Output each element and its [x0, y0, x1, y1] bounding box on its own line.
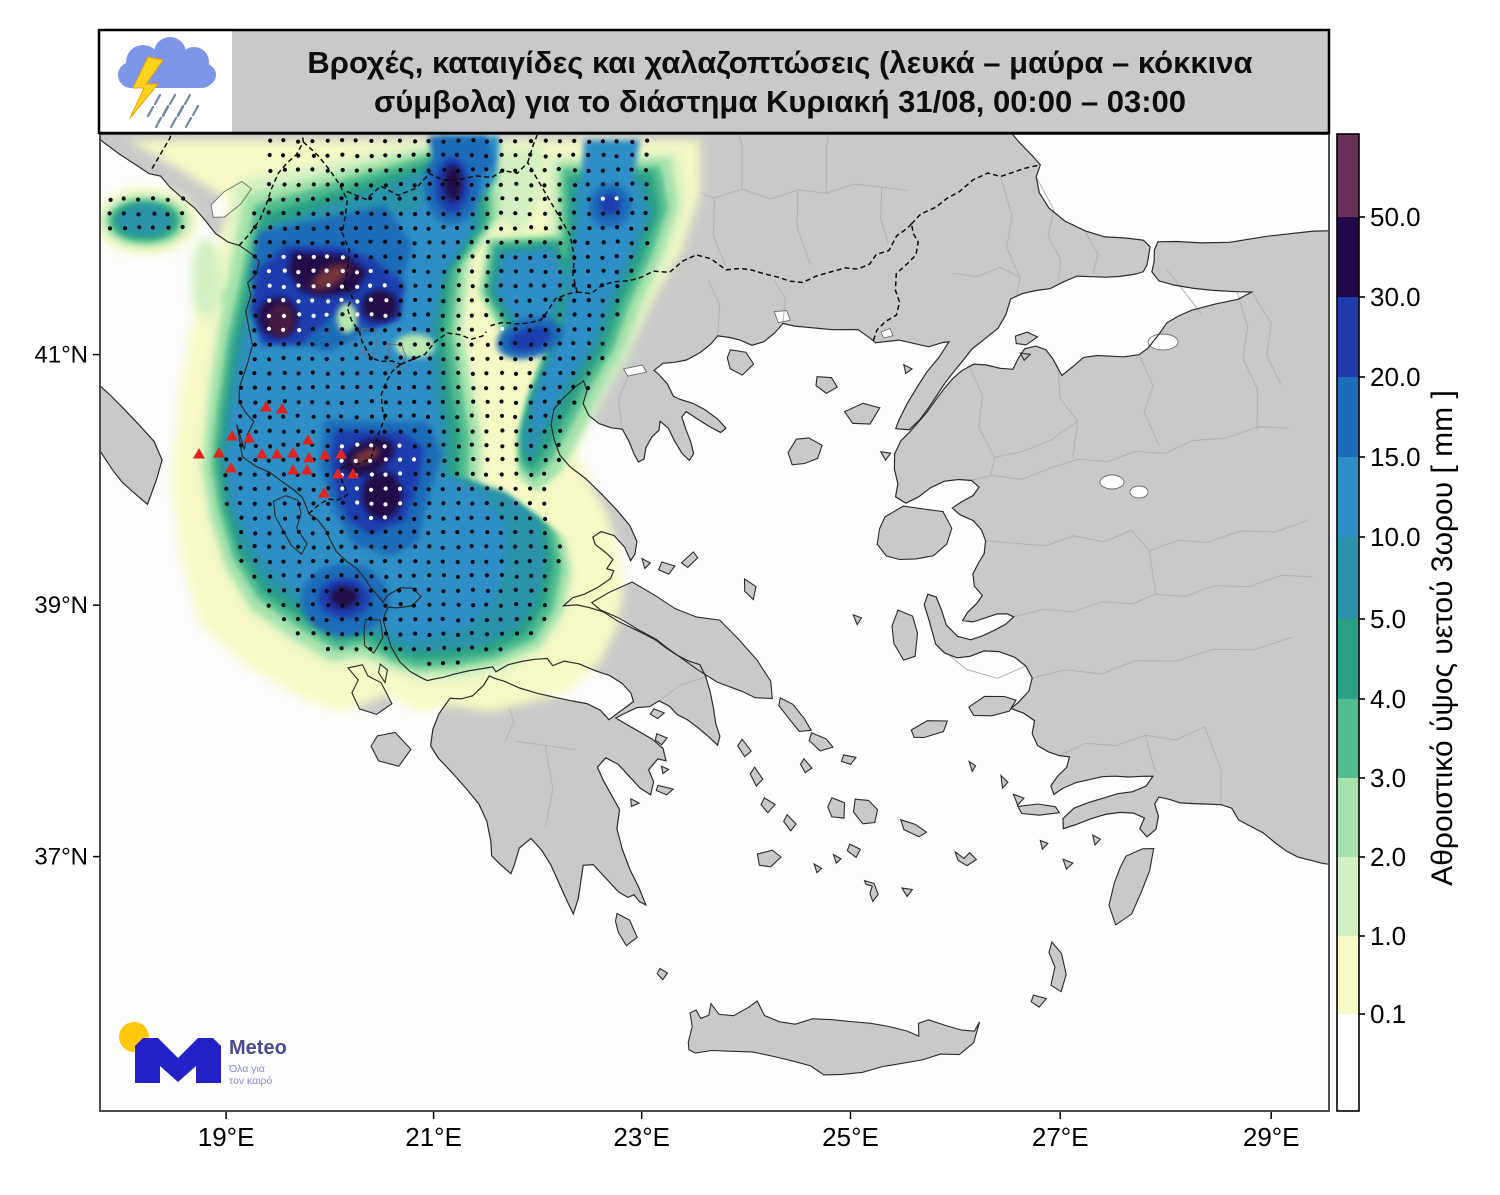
svg-text:Βροχές, καταιγίδες και χαλαζοπ: Βροχές, καταιγίδες και χαλαζοπτώσεις (λε…	[307, 45, 1252, 80]
svg-text:41°N: 41°N	[34, 342, 88, 369]
svg-text:1.0: 1.0	[1370, 921, 1406, 951]
svg-text:10.0: 10.0	[1370, 522, 1421, 552]
svg-text:4.0: 4.0	[1370, 684, 1406, 714]
svg-text:39°N: 39°N	[34, 592, 88, 619]
svg-text:20.0: 20.0	[1370, 362, 1421, 392]
svg-text:0.1: 0.1	[1370, 999, 1406, 1029]
svg-text:21°E: 21°E	[405, 1122, 462, 1152]
svg-text:27°E: 27°E	[1032, 1122, 1089, 1152]
svg-text:σύμβολα) για το διάστημα Κυρια: σύμβολα) για το διάστημα Κυριακή 31/08, …	[374, 84, 1186, 119]
svg-text:5.0: 5.0	[1370, 604, 1406, 634]
svg-text:τον καιρό: τον καιρό	[229, 1075, 273, 1087]
svg-text:3.0: 3.0	[1370, 763, 1406, 793]
svg-text:19°E: 19°E	[198, 1122, 255, 1152]
svg-text:30.0: 30.0	[1370, 282, 1421, 312]
svg-text:Αθροιστικό ύψος υετού 3ωρου [: Αθροιστικό ύψος υετού 3ωρου [ mm ]	[1426, 390, 1459, 886]
svg-text:15.0: 15.0	[1370, 442, 1421, 472]
svg-text:29°E: 29°E	[1243, 1122, 1300, 1152]
svg-text:25°E: 25°E	[822, 1122, 879, 1152]
svg-text:2.0: 2.0	[1370, 842, 1406, 872]
svg-text:23°E: 23°E	[613, 1122, 670, 1152]
svg-text:Meteo: Meteo	[229, 1037, 287, 1059]
svg-text:Όλα για: Όλα για	[228, 1063, 265, 1075]
svg-text:50.0: 50.0	[1370, 202, 1421, 232]
svg-text:37°N: 37°N	[34, 844, 88, 871]
